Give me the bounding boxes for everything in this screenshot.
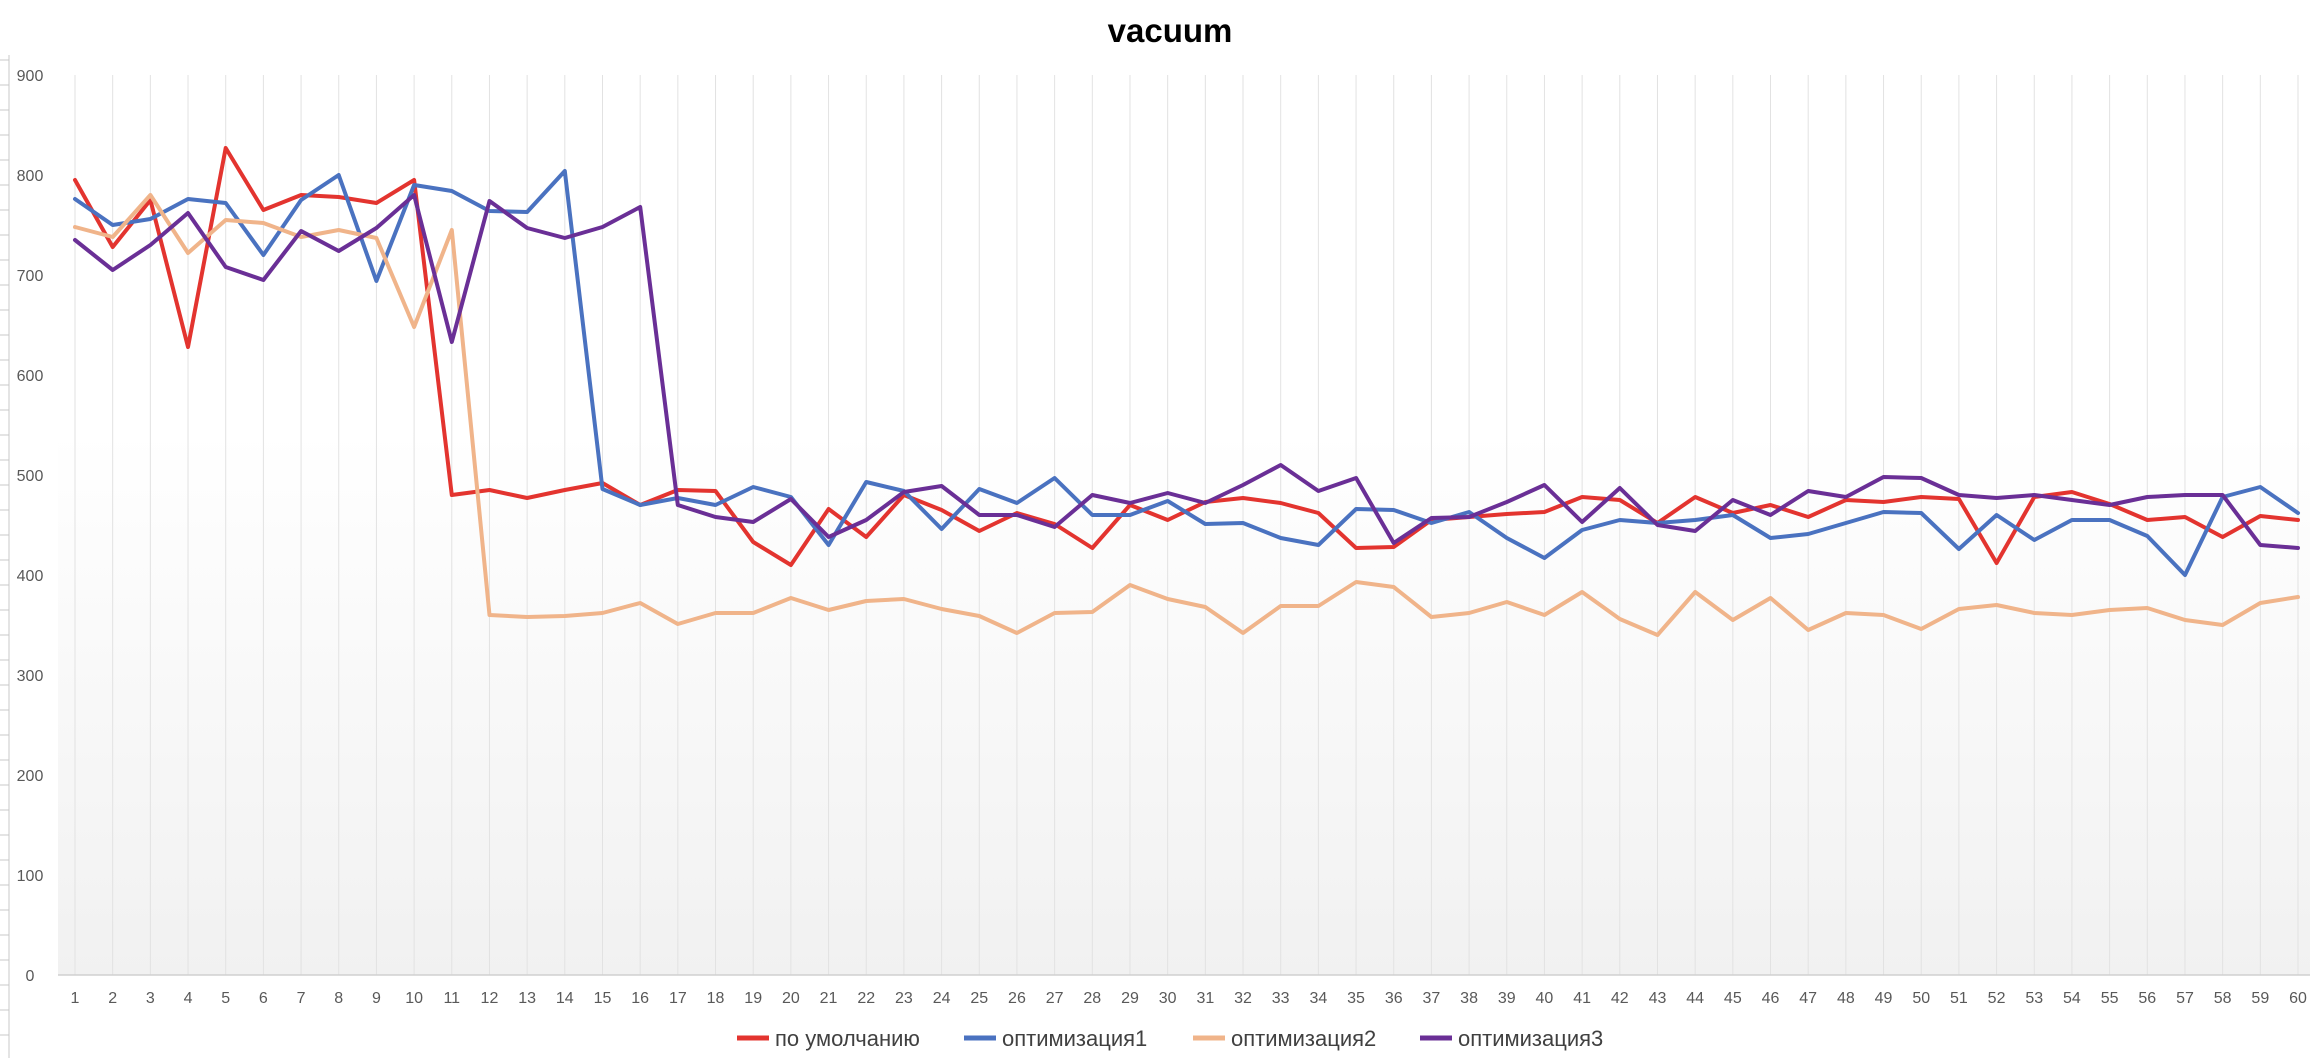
x-tick-label: 38	[1460, 990, 1478, 1007]
x-tick-label: 50	[1912, 990, 1930, 1007]
legend-label-4: оптимизация3	[1458, 1026, 1603, 1051]
x-tick-label: 56	[2138, 990, 2156, 1007]
x-tick-label: 18	[707, 990, 725, 1007]
x-tick-label: 28	[1083, 990, 1101, 1007]
y-tick-label: 200	[17, 768, 44, 785]
legend-label-1: по умолчанию	[775, 1026, 920, 1051]
x-tick-label: 55	[2101, 990, 2119, 1007]
y-tick-label: 400	[17, 568, 44, 585]
chart-title: vacuum	[1108, 12, 1233, 49]
x-tick-label: 16	[631, 990, 649, 1007]
x-tick-label: 49	[1875, 990, 1893, 1007]
x-tick-label: 43	[1649, 990, 1667, 1007]
x-tick-label: 34	[1309, 990, 1327, 1007]
x-tick-label: 31	[1196, 990, 1214, 1007]
x-tick-label: 60	[2289, 990, 2307, 1007]
x-tick-label: 41	[1573, 990, 1591, 1007]
x-tick-label: 13	[518, 990, 536, 1007]
x-tick-label: 30	[1159, 990, 1177, 1007]
x-tick-label: 42	[1611, 990, 1629, 1007]
x-tick-label: 39	[1498, 990, 1516, 1007]
x-tick-label: 7	[297, 990, 306, 1007]
x-tick-label: 35	[1347, 990, 1365, 1007]
x-tick-label: 45	[1724, 990, 1742, 1007]
x-tick-label: 26	[1008, 990, 1026, 1007]
x-tick-label: 46	[1762, 990, 1780, 1007]
series-lines	[73, 146, 2300, 637]
x-tick-label: 20	[782, 990, 800, 1007]
x-tick-label: 44	[1686, 990, 1704, 1007]
legend-label-2: оптимизация1	[1002, 1026, 1147, 1051]
x-tick-label: 15	[594, 990, 612, 1007]
y-tick-label: 0	[26, 968, 35, 985]
y-tick-label: 300	[17, 668, 44, 685]
series-line-2	[73, 169, 2300, 577]
x-tick-label: 51	[1950, 990, 1968, 1007]
x-tick-label: 47	[1799, 990, 1817, 1007]
x-tick-label: 6	[259, 990, 268, 1007]
y-tick-label: 600	[17, 368, 44, 385]
x-tick-label: 57	[2176, 990, 2194, 1007]
x-tick-label: 22	[857, 990, 875, 1007]
x-tick-label: 12	[481, 990, 499, 1007]
x-tick-label: 11	[443, 990, 460, 1007]
y-tick-label: 500	[17, 468, 44, 485]
x-tick-label: 52	[1988, 990, 2006, 1007]
x-tick-label: 5	[221, 990, 230, 1007]
y-tick-label: 800	[17, 168, 44, 185]
x-tick-label: 23	[895, 990, 913, 1007]
x-tick-label: 10	[405, 990, 423, 1007]
legend: по умолчанию оптимизация1 оптимизация2 опти…	[737, 1026, 1603, 1051]
x-tick-label: 1	[71, 990, 80, 1007]
series-line-3	[73, 193, 2300, 637]
series-line-4	[73, 193, 2300, 550]
x-tick-label: 40	[1536, 990, 1554, 1007]
y-tick-label: 100	[17, 868, 44, 885]
x-tick-label: 17	[669, 990, 687, 1007]
x-tick-label: 29	[1121, 990, 1139, 1007]
x-tick-label: 32	[1234, 990, 1252, 1007]
legend-label-3: оптимизация2	[1231, 1026, 1376, 1051]
x-tick-label: 4	[184, 990, 193, 1007]
x-tick-label: 14	[556, 990, 574, 1007]
x-tick-label: 27	[1046, 990, 1064, 1007]
x-tick-label: 2	[108, 990, 117, 1007]
x-tick-label: 36	[1385, 990, 1403, 1007]
x-tick-label: 8	[334, 990, 343, 1007]
left-ruler	[0, 55, 10, 1058]
x-tick-label: 24	[933, 990, 951, 1007]
x-tick-label: 21	[820, 990, 838, 1007]
x-tick-label: 59	[2251, 990, 2269, 1007]
x-tick-label: 25	[970, 990, 988, 1007]
x-tick-label: 48	[1837, 990, 1855, 1007]
x-tick-label: 9	[372, 990, 381, 1007]
x-tick-label: 19	[744, 990, 762, 1007]
x-tick-label: 3	[146, 990, 155, 1007]
x-tick-label: 58	[2214, 990, 2232, 1007]
x-tick-label: 37	[1423, 990, 1441, 1007]
x-tick-label: 33	[1272, 990, 1290, 1007]
x-tick-label: 54	[2063, 990, 2081, 1007]
plot-background	[58, 70, 2310, 975]
y-tick-label: 700	[17, 268, 44, 285]
x-tick-label: 53	[2025, 990, 2043, 1007]
y-tick-label: 900	[17, 68, 44, 85]
